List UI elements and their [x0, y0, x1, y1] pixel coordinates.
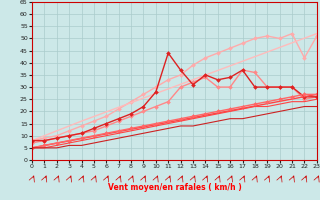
X-axis label: Vent moyen/en rafales ( km/h ): Vent moyen/en rafales ( km/h ) — [108, 183, 241, 192]
